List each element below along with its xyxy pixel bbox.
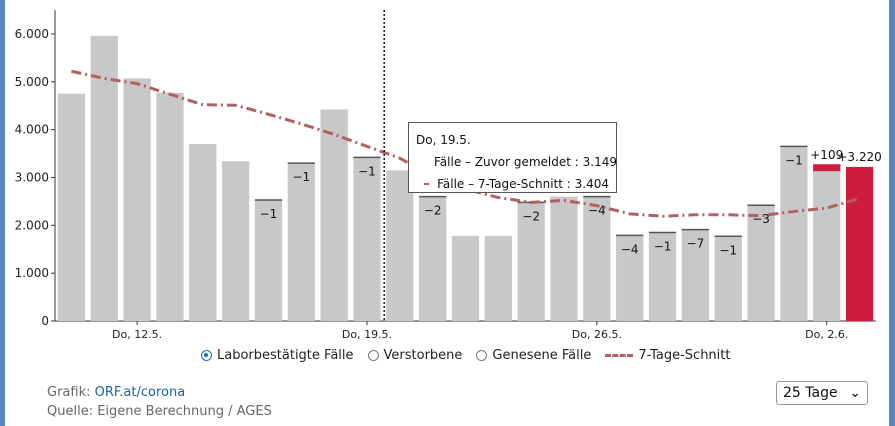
bar [451,235,480,321]
legend-deaths-label: Verstorbene [383,348,463,363]
tooltip-row-reported: Fälle – Zuvor gemeldet : 3.149 [416,151,617,173]
bar-delta-label: −7 [687,237,705,251]
bar-delta-label: −4 [588,204,606,218]
y-tick-label: 5.000 [15,75,49,89]
x-tick-label: Do, 19.5. [342,328,392,341]
bar-delta-label: −2 [424,204,442,218]
chart-tooltip: Do, 19.5. Fälle – Zuvor gemeldet : 3.149… [408,122,617,193]
y-tick-label: 6.000 [15,27,49,41]
legend-average: 7-Tage-Schnitt [605,348,730,363]
bar [221,161,250,321]
dashdot-line-icon [605,354,634,357]
tooltip-line-average: Fälle – 7-Tage-Schnitt : 3.404 [437,177,609,191]
bar [419,196,447,321]
legend-average-label: 7-Tage-Schnitt [638,348,731,363]
bar [123,78,151,321]
bar [780,146,808,321]
chart-panel: 0 1.000 2.000 3.000 4.000 5.000 6.000 −1 −1 −1 −2 −… [5,0,889,426]
bar [845,166,874,321]
bar-delta-label: +3.220 [837,150,881,164]
credits-source: Quelle: Eigene Berechnung / AGES [47,404,272,419]
bar-delta-label: +109 [810,148,843,162]
bar [550,196,578,321]
y-tick-label: 2.000 [15,218,49,232]
bar-delta-label: −1 [719,243,737,257]
bar [156,92,184,321]
credits-grafik: Grafik: ORF.at/corona [47,383,272,402]
tooltip-row-average: Fälle – 7-Tage-Schnitt : 3.404 [416,173,609,195]
bar [616,235,644,321]
bar-delta-label: −2 [522,209,540,223]
credits-grafik-label: Grafik: [47,385,91,400]
bar [189,143,217,321]
bar [517,202,545,321]
orf-corona-link[interactable]: ORF.at/corona [94,385,186,400]
tooltip-date: Do, 19.5. [416,133,471,147]
radio-icon[interactable] [367,350,379,361]
bar [386,170,414,321]
bar-increase [813,164,841,172]
x-tick-label: Do, 26.5. [572,328,622,341]
bar [681,229,710,321]
bar [90,35,118,322]
chart-legend: Laborbestätigte Fälle Verstorbene Genese… [201,348,730,363]
range-select-value: 25 Tage [783,385,838,401]
bar [813,171,841,321]
legend-recovered-label: Genesene Fälle [492,348,592,363]
bar [583,196,611,321]
dashdot-line-icon [424,183,430,185]
bar-delta-label: −1 [260,207,278,221]
bar [714,236,742,321]
radio-icon[interactable] [476,350,488,361]
credits: Grafik: ORF.at/corona Quelle: Eigene Ber… [47,383,272,421]
legend-confirmed[interactable]: Laborbestätigte Fälle [201,348,354,363]
bar [254,199,283,321]
bar-delta-label: −1 [785,153,803,167]
y-tick-label: 0 [41,314,49,328]
legend-confirmed-label: Laborbestätigte Fälle [217,348,354,363]
bar [747,205,775,321]
bar-chart: 0 1.000 2.000 3.000 4.000 5.000 6.000 −1 −1 −1 −2 −… [15,10,882,341]
y-tick-label: 3.000 [15,170,49,184]
range-select[interactable]: 25 Tage ⌄ [776,381,868,405]
radio-selected-icon[interactable] [201,350,212,361]
bar [484,235,512,321]
bar [648,232,677,321]
bar-delta-label: −4 [621,242,639,256]
legend-deaths[interactable]: Verstorbene [367,348,463,363]
x-tick-label: Do, 2.6. [805,328,848,341]
x-tick-label: Do, 12.5. [112,328,162,341]
bar [57,93,86,321]
bar [287,163,315,321]
bar-delta-label: −1 [358,164,376,178]
y-tick-label: 1.000 [15,266,49,280]
y-tick-label: 4.000 [15,123,49,137]
bar [320,109,348,322]
bar [353,157,381,321]
legend-recovered[interactable]: Genesene Fälle [476,348,591,363]
bar-delta-label: −1 [654,239,672,253]
tooltip-line-reported: Fälle – Zuvor gemeldet : 3.149 [434,155,617,169]
bar-delta-label: −1 [292,170,310,184]
chevron-down-icon: ⌄ [849,385,861,401]
